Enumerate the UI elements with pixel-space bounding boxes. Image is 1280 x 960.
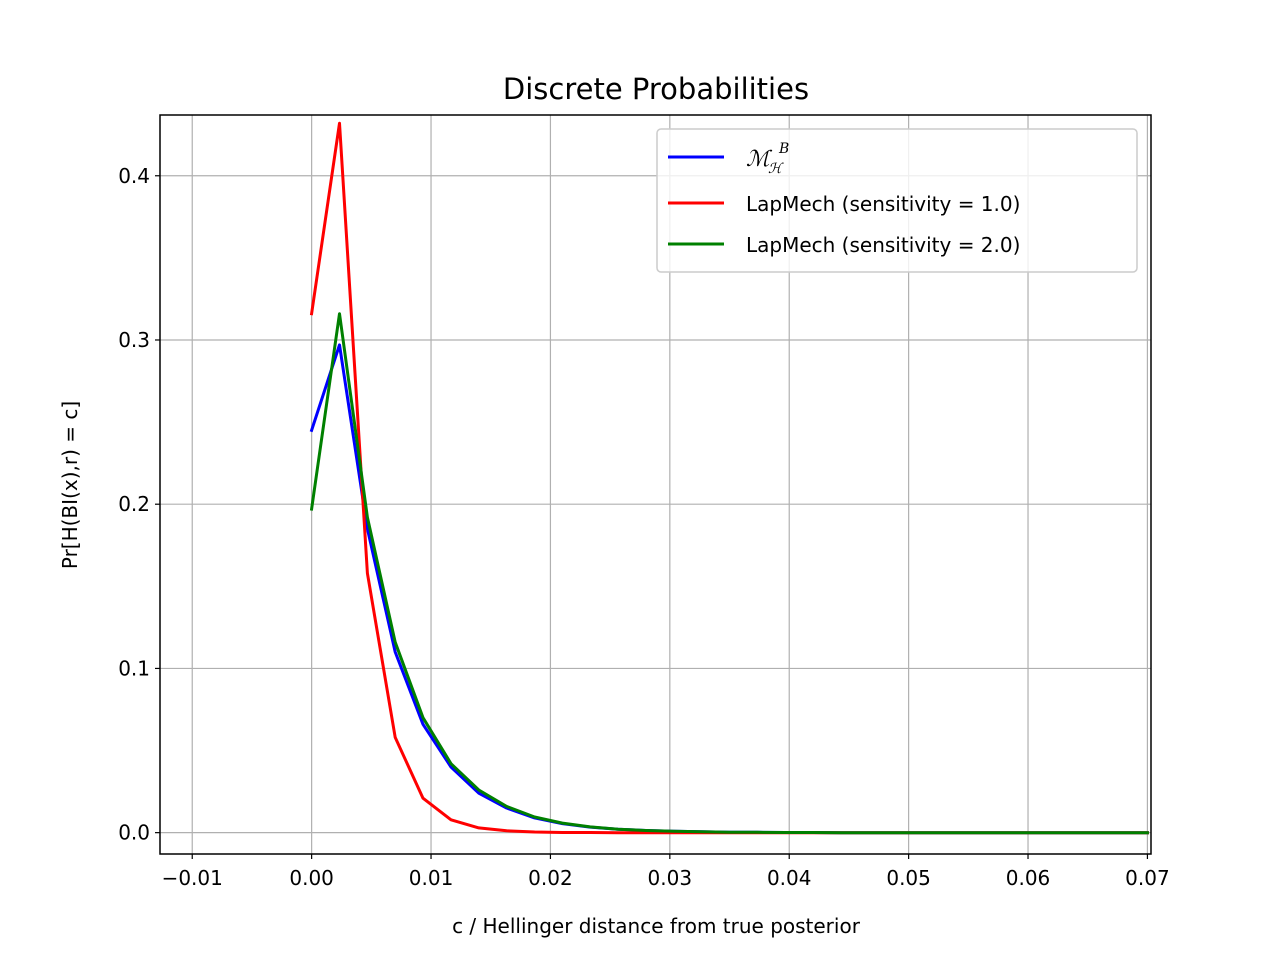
x-tick-label: −0.01 bbox=[162, 866, 223, 890]
ticks: −0.01 0.00 0.01 0.02 0.03 0.04 0.05 0.06 0.07 0.0… bbox=[118, 164, 1169, 890]
x-tick-label: 0.07 bbox=[1125, 866, 1170, 890]
series-line-3 bbox=[309, 312, 1149, 835]
y-tick-label: 0.3 bbox=[118, 328, 150, 352]
plot-frame bbox=[159, 114, 1152, 855]
legend-box bbox=[656, 128, 1138, 273]
legend-label-3: LapMech (sensitivity = 2.0) bbox=[746, 233, 1020, 257]
legend: ℳ ℋ B LapMech (sensitivity = 1.0) LapMec… bbox=[656, 128, 1138, 273]
x-tick-label: 0.06 bbox=[1006, 866, 1051, 890]
x-tick-label: 0.05 bbox=[886, 866, 931, 890]
x-tick-label: 0.03 bbox=[648, 866, 693, 890]
x-tick-label: 0.02 bbox=[528, 866, 573, 890]
x-axis-label: c / Hellinger distance from true posteri… bbox=[452, 914, 861, 938]
svg-text:ℋ: ℋ bbox=[768, 161, 784, 177]
y-tick-label: 0.0 bbox=[118, 821, 150, 845]
x-tick-label: 0.00 bbox=[289, 866, 334, 890]
y-tick-label: 0.2 bbox=[118, 492, 150, 516]
chart-title: Discrete Probabilities bbox=[503, 72, 809, 106]
x-tick-label: 0.01 bbox=[409, 866, 454, 890]
y-tick-label: 0.1 bbox=[118, 656, 150, 680]
y-tick-label: 0.4 bbox=[118, 164, 150, 188]
svg-text:B: B bbox=[778, 141, 789, 157]
series-layer bbox=[309, 121, 1149, 835]
x-tick-label: 0.04 bbox=[767, 866, 812, 890]
svg-text:ℳ: ℳ bbox=[746, 147, 773, 172]
legend-label-2: LapMech (sensitivity = 1.0) bbox=[746, 192, 1020, 216]
legend-label-1: ℳ ℋ B bbox=[746, 141, 789, 177]
y-axis-label: Pr[H(BI(x),r) = c] bbox=[58, 401, 82, 569]
